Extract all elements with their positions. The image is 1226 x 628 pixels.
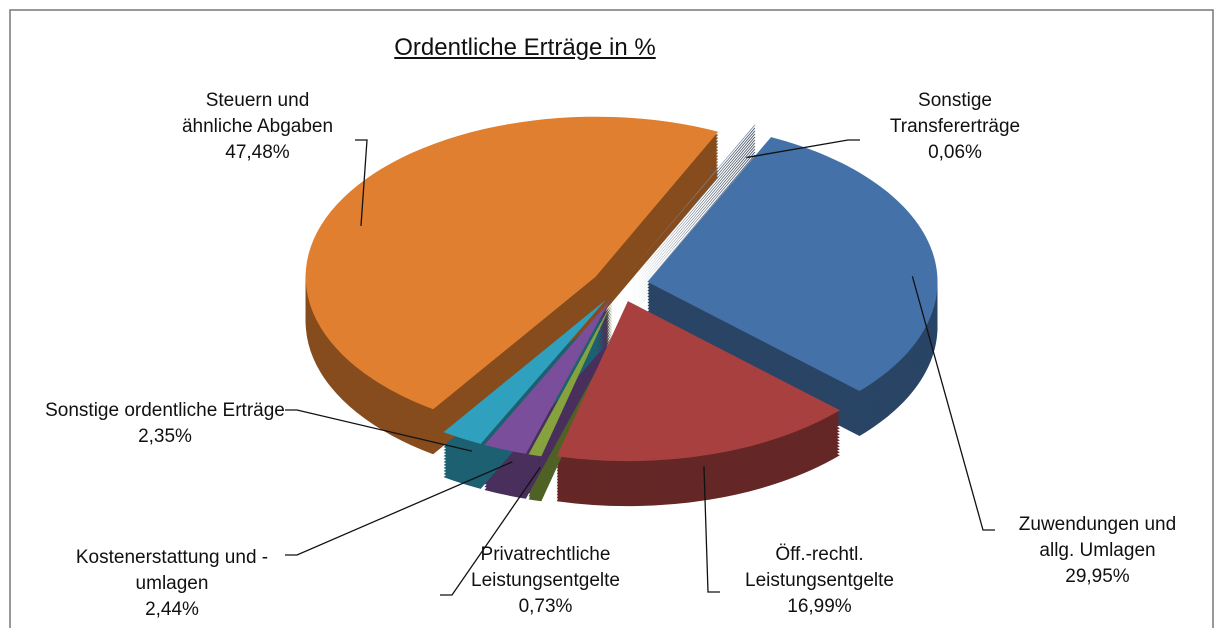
label-value: 2,35%: [138, 426, 192, 447]
slice: [631, 124, 756, 270]
label-name: Öff.-rechtl. Leistungsentgelte: [745, 544, 894, 591]
slice-side: [631, 148, 756, 294]
label-value: 29,95%: [1065, 566, 1130, 587]
slice: [528, 301, 613, 457]
slice: [556, 301, 840, 462]
slice: [484, 300, 610, 454]
slice-side: [631, 133, 756, 279]
data-label: Kostenerstattung und -umlagen 2,44%: [62, 545, 282, 623]
slice-side: [631, 136, 756, 282]
label-name: Zuwendungen und allg. Umlagen: [1018, 514, 1177, 561]
label-name: Steuern und ähnliche Abgaben: [181, 90, 334, 137]
leader-line: [440, 466, 541, 596]
data-label: Steuern und ähnliche Abgaben 47,48%: [170, 88, 345, 166]
data-label: Sonstige ordentliche Erträge 2,35%: [40, 398, 290, 450]
slice-side: [631, 142, 756, 288]
label-name: Sonstige Transfererträge: [889, 90, 1021, 137]
data-label: Sonstige Transfererträge 0,06%: [875, 88, 1035, 166]
chart-title: Ordentliche Erträge in %: [394, 34, 656, 61]
label-value: 47,48%: [225, 142, 290, 163]
data-label: Zuwendungen und allg. Umlagen 29,95%: [1010, 512, 1185, 590]
label-value: 2,44%: [145, 599, 199, 620]
leader-line: [746, 139, 860, 159]
slice-side: [631, 139, 756, 285]
slice-side: [631, 154, 756, 300]
label-value: 16,99%: [787, 596, 852, 617]
label-value: 0,73%: [518, 596, 573, 617]
leader-line: [911, 276, 995, 531]
leader-line: [285, 409, 473, 452]
slice: [647, 137, 938, 392]
slice: [305, 116, 719, 410]
leader-line: [703, 466, 720, 593]
frame: [9, 9, 1214, 628]
label-name: Sonstige ordentliche Erträge: [45, 400, 285, 421]
data-label: Privatrechtliche Leistungsentgelte 0,73%: [458, 542, 633, 620]
label-value: 0,06%: [928, 142, 982, 163]
slice-side: [631, 151, 756, 297]
slice: [443, 299, 607, 444]
data-label: Öff.-rechtl. Leistungsentgelte 16,99%: [732, 542, 907, 620]
label-name: Privatrechtliche Leistungsentgelte: [471, 544, 620, 591]
leader-line: [285, 461, 513, 556]
slice-side: [631, 145, 756, 291]
label-name: Kostenerstattung und -umlagen: [75, 547, 269, 594]
leader-line: [355, 139, 368, 226]
